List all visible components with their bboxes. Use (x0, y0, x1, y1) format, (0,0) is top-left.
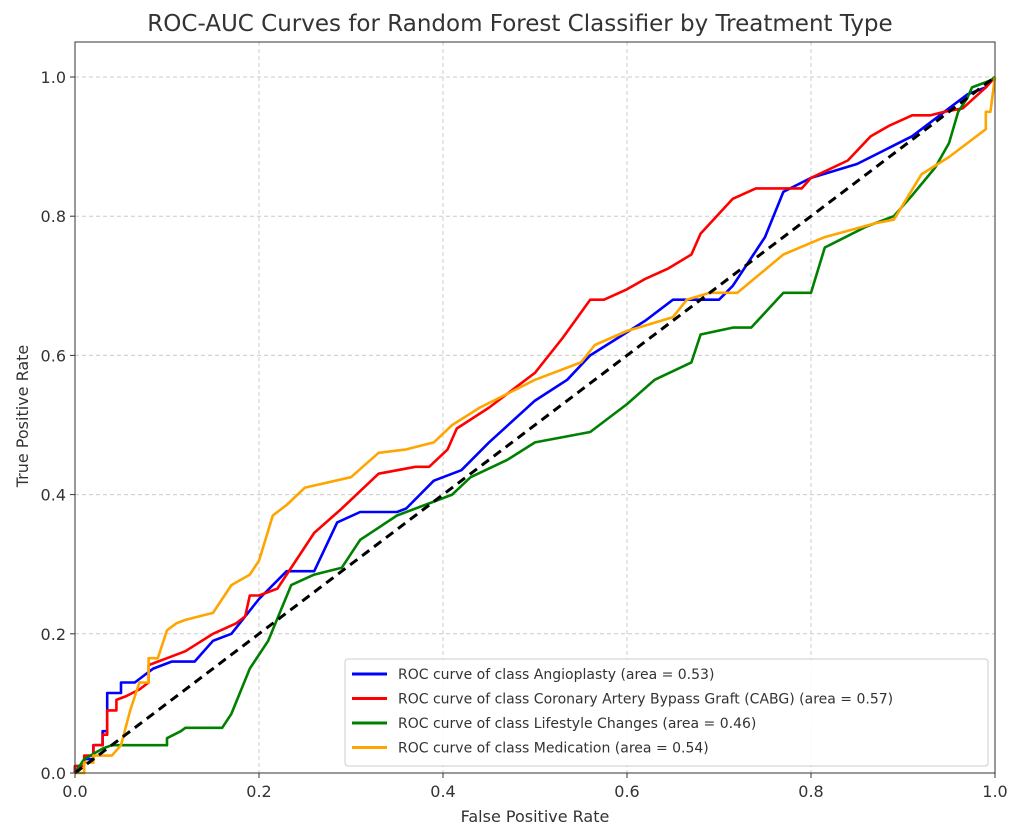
roc-line-1 (73, 76, 996, 773)
legend-entry: ROC curve of class Lifestyle Changes (ar… (398, 716, 756, 732)
chart-title: ROC-AUC Curves for Random Forest Classif… (147, 11, 892, 37)
x-tick-label: 1.0 (982, 782, 1007, 801)
legend-entry: ROC curve of class Medication (area = 0.… (398, 741, 709, 757)
series-group (73, 75, 997, 775)
y-tick-label: 0.0 (41, 764, 66, 783)
roc-line-3 (75, 76, 997, 775)
y-tick-label: 0.6 (41, 346, 66, 365)
x-ticks: 0.0 0.2 0.4 0.6 0.8 1.0 (62, 773, 1008, 801)
chance-line (74, 75, 996, 775)
legend-box (344, 658, 989, 767)
legend-entry: ROC curve of class Coronary Artery Bypas… (398, 692, 893, 708)
plot-frame (74, 41, 996, 774)
x-tick-label: 0.0 (62, 782, 87, 801)
y-tick-label: 1.0 (41, 68, 66, 87)
y-ticks: 0.0 0.2 0.4 0.6 0.8 1.0 (41, 68, 75, 783)
x-tick-label: 0.6 (614, 782, 639, 801)
y-tick-label: 0.8 (41, 207, 66, 226)
x-tick-label: 0.4 (430, 782, 455, 801)
legend-entry: ROC curve of class Angioplasty (area = 0… (398, 667, 714, 683)
x-tick-label: 0.2 (246, 782, 271, 801)
roc-line-2 (73, 75, 996, 774)
legend: ROC curve of class Angioplasty (area = 0… (344, 658, 989, 767)
y-tick-label: 0.2 (41, 625, 66, 644)
y-axis-label: True Positive Rate (13, 345, 32, 489)
y-tick-label: 0.4 (41, 486, 66, 505)
x-tick-label: 0.8 (798, 782, 823, 801)
roc-line-0 (73, 76, 996, 773)
x-axis-label: False Positive Rate (461, 807, 610, 826)
